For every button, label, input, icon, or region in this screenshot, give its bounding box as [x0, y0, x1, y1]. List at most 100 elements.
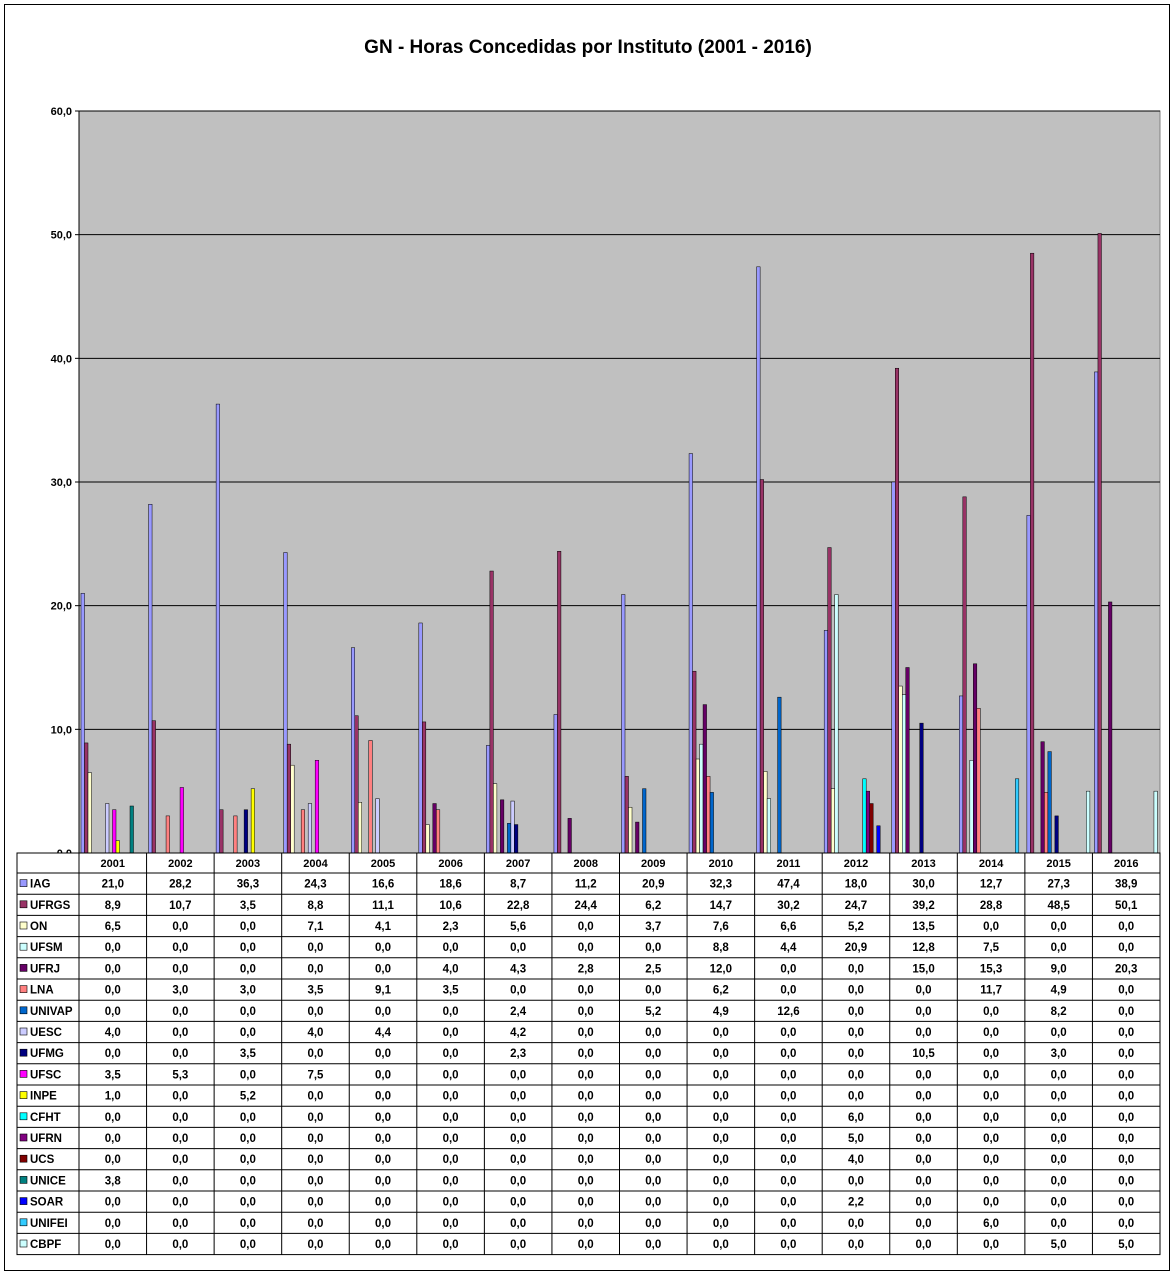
data-label: 12,0	[710, 963, 732, 975]
data-label: 0,0	[240, 1239, 256, 1251]
data-label: 0,0	[780, 1069, 796, 1081]
data-label: 0,0	[983, 1197, 999, 1209]
data-label: 0,0	[307, 1218, 323, 1230]
data-label: 0,0	[307, 1175, 323, 1187]
data-label: 0,0	[578, 1239, 594, 1251]
data-label: 0,0	[105, 1197, 121, 1209]
data-label: 0,0	[1051, 1027, 1067, 1039]
data-label: 0,0	[105, 1133, 121, 1145]
data-label: 0,0	[645, 1239, 661, 1251]
data-label: 0,0	[645, 1197, 661, 1209]
bar	[105, 803, 110, 854]
data-label: 0,0	[105, 985, 121, 997]
data-label: 0,0	[645, 1175, 661, 1187]
bar	[300, 809, 305, 854]
data-label: 0,0	[848, 1006, 864, 1018]
bar	[759, 479, 764, 854]
data-label: 0,0	[848, 1239, 864, 1251]
data-label: 0,0	[510, 1091, 526, 1103]
bar	[112, 809, 117, 854]
data-label: 0,0	[240, 942, 256, 954]
series-name: UFSC	[30, 1069, 61, 1081]
data-label: 0,0	[780, 1154, 796, 1166]
data-label: 3,5	[105, 1069, 122, 1081]
data-label: 0,0	[1118, 942, 1134, 954]
category-label: 2014	[979, 858, 1004, 870]
data-label: 0,0	[1118, 1197, 1134, 1209]
data-label: 0,0	[713, 1112, 729, 1124]
data-label: 24,4	[575, 900, 598, 912]
bar	[553, 714, 558, 854]
data-label: 0,0	[578, 1133, 594, 1145]
data-label: 0,0	[645, 1091, 661, 1103]
bar	[151, 720, 156, 854]
data-label: 0,0	[443, 1197, 459, 1209]
legend-swatch	[19, 1218, 28, 1227]
data-label: 0,0	[375, 1069, 391, 1081]
bar	[959, 695, 964, 854]
data-label: 0,0	[105, 1218, 121, 1230]
data-label: 0,0	[578, 1154, 594, 1166]
category-label: 2015	[1046, 858, 1070, 870]
data-label: 0,0	[240, 963, 256, 975]
data-label: 4,0	[105, 1027, 121, 1039]
data-label: 0,0	[510, 1133, 526, 1145]
data-label: 12,6	[777, 1006, 799, 1018]
data-label: 20,9	[845, 942, 867, 954]
data-label: 0,0	[510, 1239, 526, 1251]
data-label: 8,2	[1051, 1006, 1067, 1018]
legend-swatch	[19, 942, 28, 951]
data-label: 0,0	[375, 1239, 391, 1251]
bar	[1094, 371, 1099, 854]
data-label: 0,0	[443, 1006, 459, 1018]
data-label: 12,8	[912, 942, 935, 954]
data-label: 0,0	[983, 1048, 999, 1060]
bar	[354, 715, 359, 854]
y-tick-label: 10,0	[51, 724, 72, 736]
data-label: 0,0	[780, 1027, 796, 1039]
legend-swatch	[19, 1239, 28, 1248]
data-label: 0,0	[240, 1112, 256, 1124]
bar	[418, 622, 423, 854]
data-label: 0,0	[1118, 1048, 1134, 1060]
category-label: 2002	[168, 858, 192, 870]
data-label: 0,0	[172, 1154, 188, 1166]
data-label: 39,2	[912, 900, 934, 912]
data-label: 3,0	[172, 985, 188, 997]
data-label: 8,7	[510, 879, 526, 891]
data-label: 0,0	[713, 1175, 729, 1187]
data-label: 5,2	[848, 921, 864, 933]
bar	[436, 809, 441, 854]
data-label: 0,0	[916, 1218, 932, 1230]
y-tick-label: 30,0	[51, 477, 72, 489]
data-label: 0,0	[916, 985, 932, 997]
data-label: 0,0	[172, 1239, 188, 1251]
bar	[422, 721, 427, 854]
bar	[862, 778, 867, 854]
data-label: 16,6	[372, 879, 394, 891]
data-label: 0,0	[916, 1069, 932, 1081]
series-name: UFRJ	[30, 963, 60, 975]
data-label: 0,0	[983, 1175, 999, 1187]
data-label: 0,0	[1051, 1154, 1067, 1166]
bar	[84, 742, 89, 854]
series-name: CBPF	[30, 1239, 61, 1251]
bar	[699, 743, 704, 854]
bar	[1026, 515, 1031, 854]
bar	[973, 663, 978, 854]
bar	[115, 840, 120, 854]
legend-swatch	[19, 1112, 28, 1121]
bar	[635, 821, 640, 854]
data-label: 15,3	[980, 963, 1002, 975]
data-label: 7,6	[713, 921, 729, 933]
data-label: 2,8	[578, 963, 595, 975]
data-label: 0,0	[578, 1048, 594, 1060]
data-label: 0,0	[375, 963, 391, 975]
data-label: 0,0	[172, 1006, 188, 1018]
legend-swatch	[19, 1154, 28, 1163]
data-label: 0,0	[443, 1133, 459, 1145]
data-label: 48,5	[1047, 900, 1070, 912]
data-label: 2,3	[443, 921, 459, 933]
data-label: 0,0	[172, 1218, 188, 1230]
data-label: 0,0	[578, 1006, 594, 1018]
